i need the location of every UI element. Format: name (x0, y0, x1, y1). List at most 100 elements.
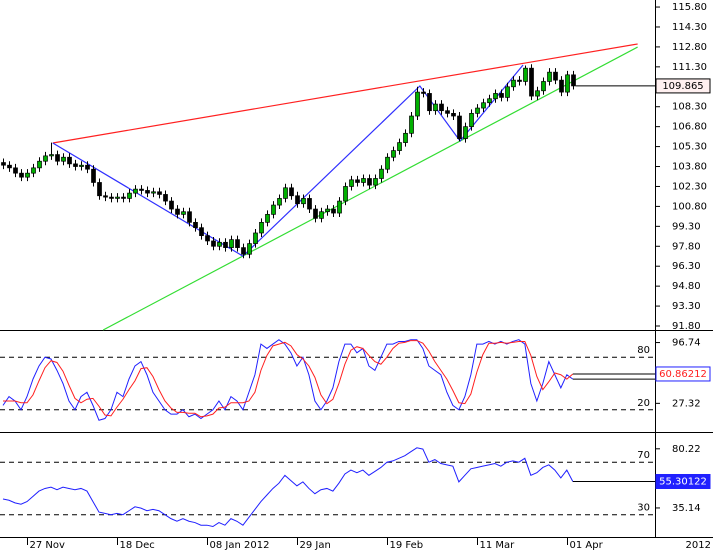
candle-body (199, 227, 204, 236)
candle-body (529, 67, 534, 97)
candle-body (469, 113, 474, 128)
candle-body (415, 91, 420, 117)
y-tick-label: 100.80 (672, 201, 707, 212)
level-label: 30 (637, 503, 650, 514)
candle-body (463, 126, 468, 139)
candle-body (253, 232, 258, 244)
x-tick-label: 19 Feb (390, 540, 424, 551)
candle-body (145, 190, 150, 194)
candle-body (283, 187, 288, 199)
candle-body (505, 86, 510, 98)
candle-body (307, 198, 312, 210)
candle-body (343, 186, 348, 202)
level-label: 80 (637, 345, 650, 356)
candle-body (229, 239, 234, 248)
y-tick-label: 93.30 (672, 301, 701, 312)
candle-body (115, 196, 120, 199)
y-tick-label: 106.80 (672, 122, 707, 133)
y-tick-label: 114.30 (672, 22, 707, 33)
last-value-label: 55.30122 (659, 476, 707, 487)
candle-body (439, 103, 444, 112)
candle-body (337, 200, 342, 214)
candle-body (247, 243, 252, 255)
last-value-box (655, 366, 711, 382)
candle-body (427, 93, 432, 112)
candle-body (319, 211, 324, 219)
candle-body (259, 221, 264, 234)
level-label: 70 (637, 450, 650, 461)
last-price-label: 109.865 (662, 81, 703, 92)
candle-body (553, 71, 558, 81)
candle-body (73, 163, 78, 167)
candle-body (487, 98, 492, 104)
candle-body (139, 188, 144, 191)
x-corner-label: 2012 (686, 540, 711, 551)
candle-body (547, 71, 552, 82)
candle-body (265, 214, 270, 223)
last-price-box (655, 78, 711, 94)
y-tick-label: 91.80 (672, 321, 701, 332)
x-tick-label: 08 Jan 2012 (210, 540, 270, 551)
candle-body (55, 154, 60, 162)
candle-body (391, 150, 396, 158)
y-tick-label: 99.30 (672, 221, 701, 232)
last-value-box (655, 473, 711, 489)
candle-body (367, 178, 372, 186)
level-label: 20 (637, 398, 650, 409)
candle-body (1, 162, 6, 166)
x-tick-label: 01 Apr (570, 540, 604, 551)
candle-body (25, 172, 30, 178)
candle-body (499, 93, 504, 98)
candle-body (7, 164, 12, 169)
candle-body (103, 195, 108, 198)
y-tick-label: 80.22 (672, 444, 701, 455)
candle-body (49, 154, 54, 157)
candle-body (187, 211, 192, 223)
candle-body (223, 241, 228, 248)
candle-body (175, 208, 180, 215)
y-tick-label: 105.30 (672, 142, 707, 153)
y-tick-label: 103.80 (672, 162, 707, 173)
candle-body (451, 113, 456, 117)
candle-body (217, 241, 222, 247)
last-value-label: 60.86212 (659, 369, 707, 380)
candle-body (379, 168, 384, 179)
candle-body (157, 191, 162, 195)
candle-body (571, 74, 576, 87)
candle-body (559, 79, 564, 93)
y-tick-label: 96.30 (672, 261, 701, 272)
x-tick-label: 11 Mar (480, 540, 516, 551)
candle-body (109, 196, 114, 199)
y-tick-label: 27.32 (672, 398, 701, 409)
y-tick-label: 102.30 (672, 181, 707, 192)
candle-body (241, 247, 246, 255)
candle-body (541, 81, 546, 92)
candle-body (37, 160, 42, 169)
candle-body (163, 194, 168, 202)
x-tick-label: 18 Dec (120, 540, 155, 551)
candle-body (235, 239, 240, 248)
candle-body (61, 156, 66, 162)
y-tick-label: 112.80 (672, 42, 707, 53)
candle-body (433, 103, 438, 112)
x-tick-label: 27 Nov (30, 540, 66, 551)
candle-body (445, 110, 450, 114)
x-tick-label: 29 Jan (300, 540, 331, 551)
candle-body (481, 102, 486, 109)
candle-body (85, 164, 90, 170)
candle-body (523, 67, 528, 82)
indicator-line (2, 340, 574, 418)
candle-body (475, 107, 480, 114)
candle-body (97, 182, 102, 197)
candle-body (565, 74, 570, 93)
candle-body (331, 208, 336, 214)
indicator-line (2, 447, 574, 528)
candle-body (289, 187, 294, 197)
candle-body (313, 208, 318, 219)
candle-body (517, 79, 522, 82)
candle-body (511, 79, 516, 88)
candle-body (121, 196, 126, 199)
candle-body (205, 235, 210, 242)
